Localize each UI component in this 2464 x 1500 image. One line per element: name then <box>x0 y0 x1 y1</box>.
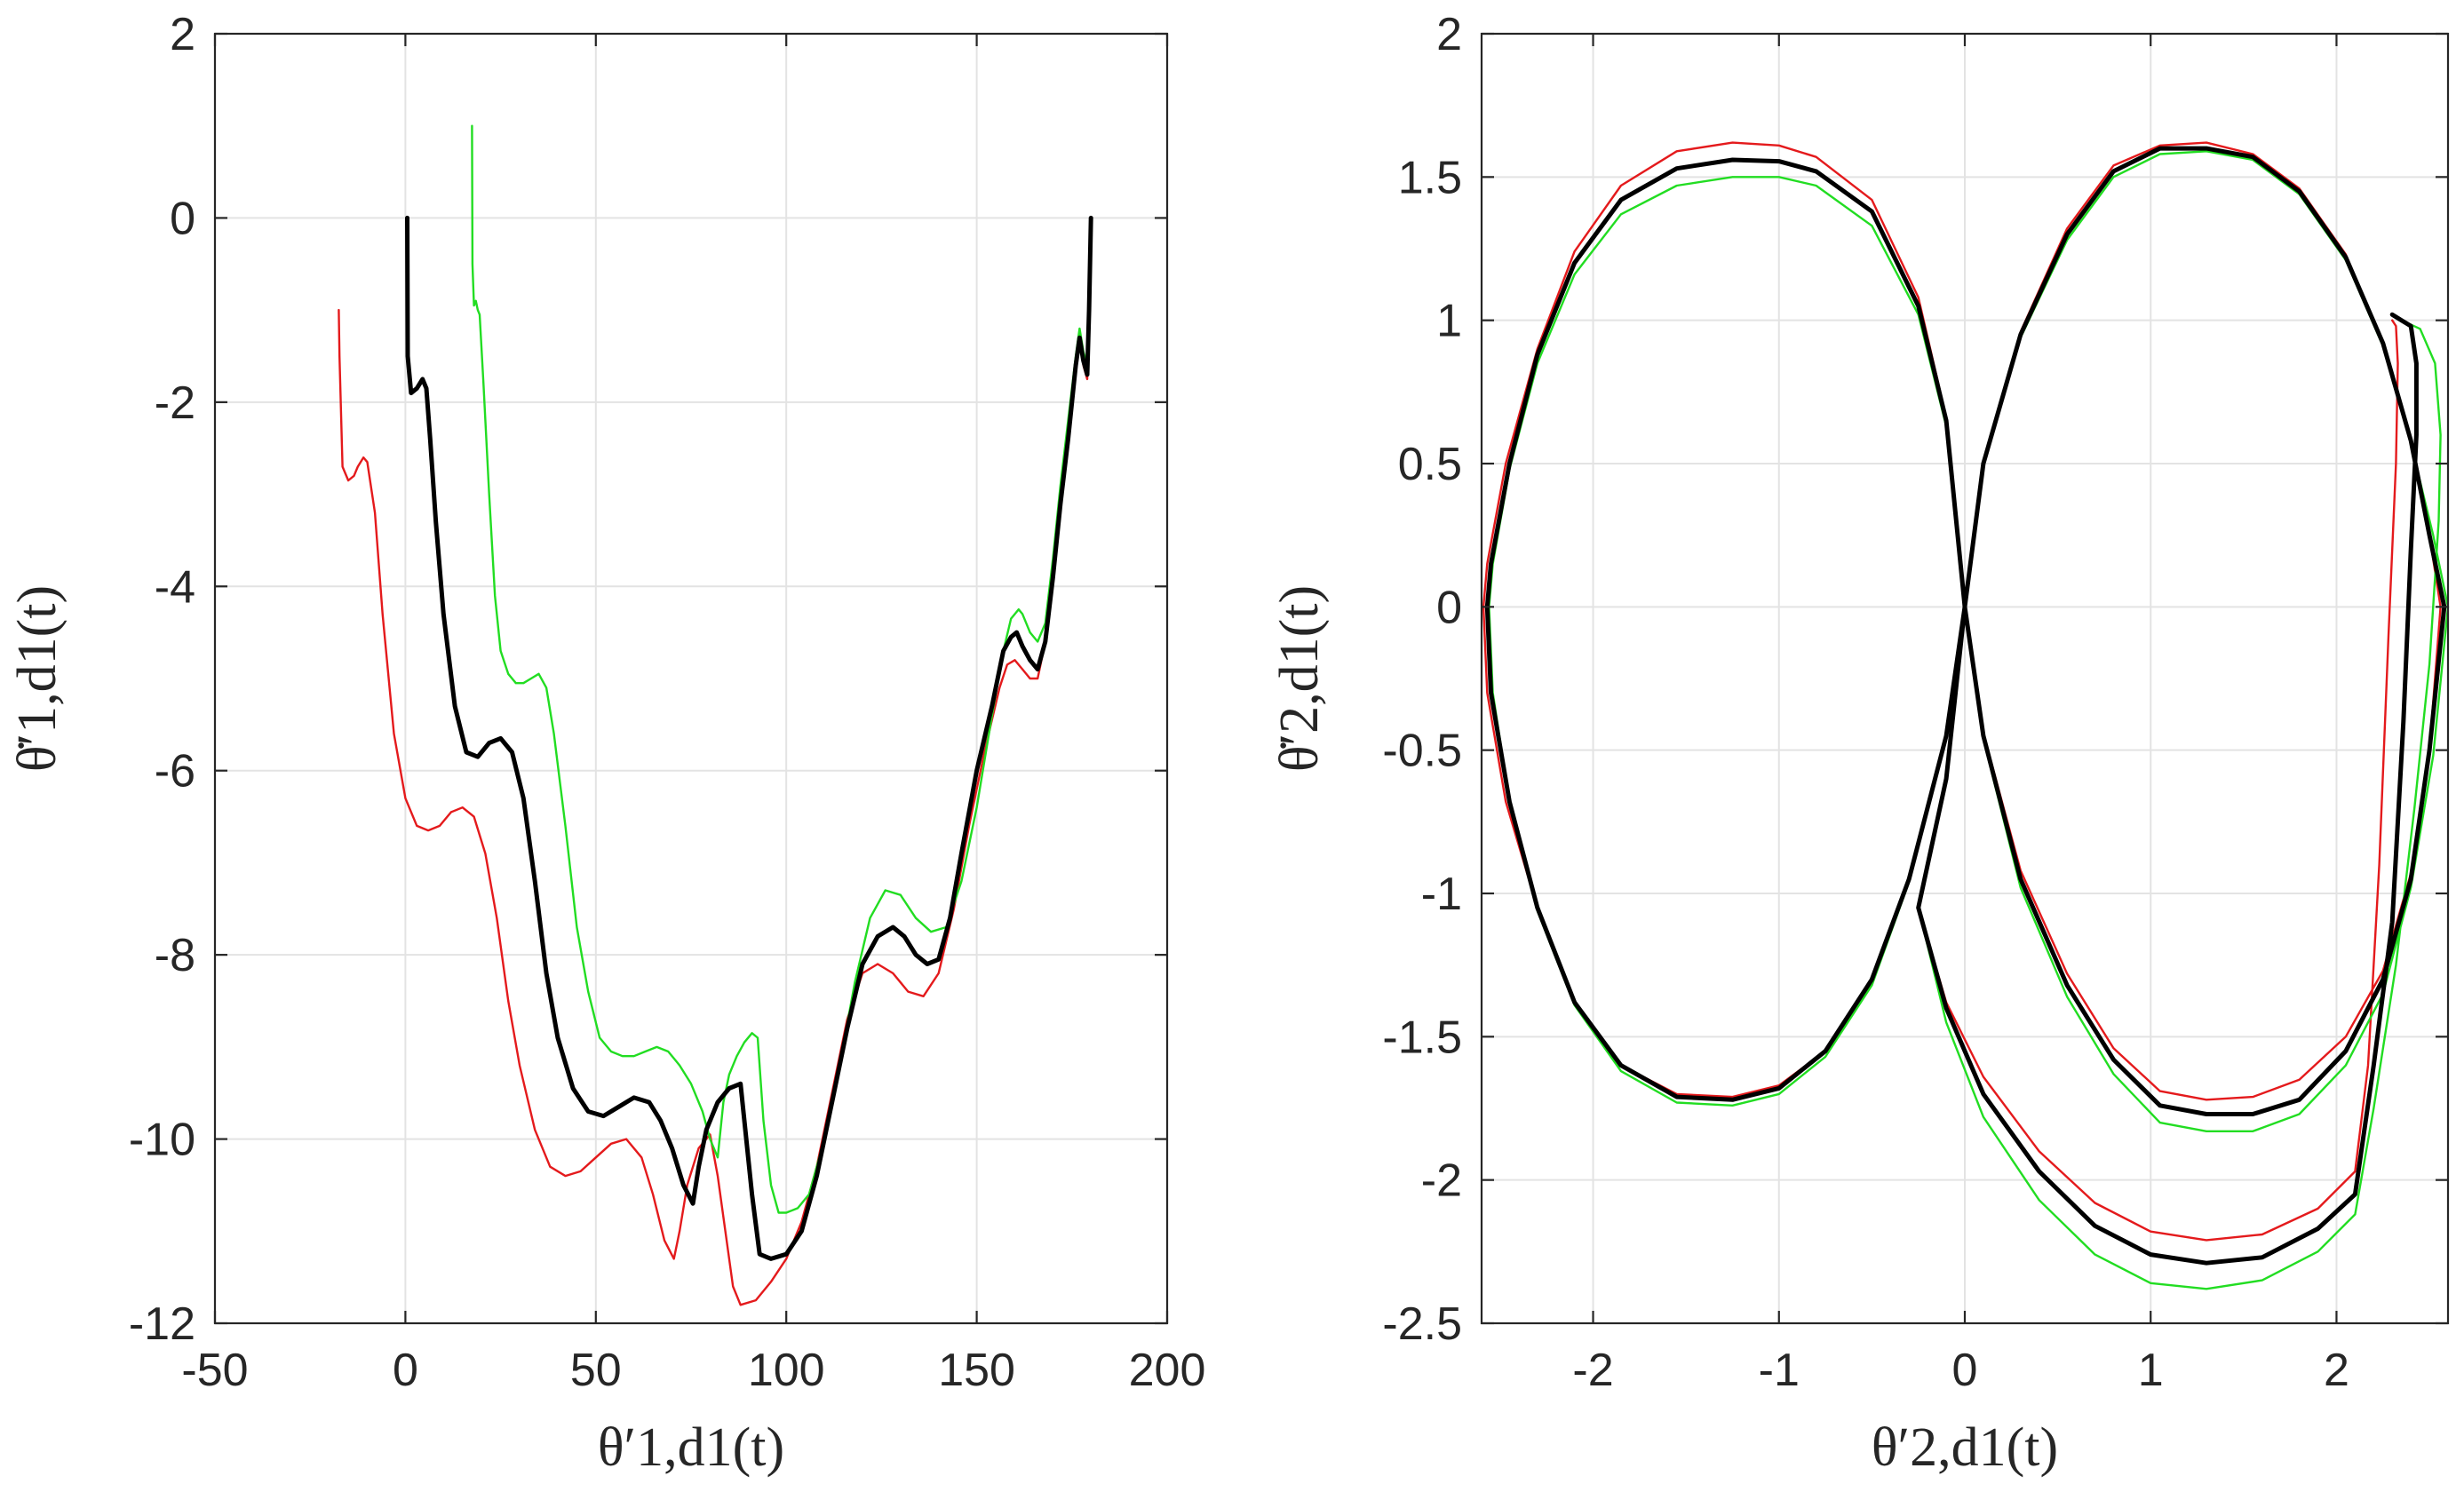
right-y-tick-label: 0.5 <box>1398 439 1462 490</box>
right-y-tick-label: -1.5 <box>1382 1012 1462 1063</box>
right-x-tick-label: -2 <box>1572 1345 1613 1396</box>
left-y-tick-label: 0 <box>170 193 195 244</box>
left-y-tick-label: -8 <box>155 930 195 981</box>
left-series-reference-line <box>405 215 1093 1261</box>
right-chart-panel: -2 -1 0 1 2 -2.5 -2 -1.5 -1 -0.5 0 0.5 1 1.5 2 θ′2,d1(… <box>1269 9 2450 1478</box>
left-series-upper-line <box>471 124 1093 1214</box>
left-x-tick-label: 150 <box>938 1345 1015 1396</box>
left-y-tick-label: -12 <box>129 1298 195 1350</box>
left-x-axis-label: θ′1,d1(t) <box>598 1417 784 1478</box>
right-x-axis-label: θ′2,d1(t) <box>1872 1417 2058 1478</box>
right-y-tick-label: -0.5 <box>1382 726 1462 777</box>
right-x-tick-label: 0 <box>1952 1345 1978 1396</box>
right-series-reference-line <box>1484 146 2447 1266</box>
right-y-axis-label: θ̇′2,d1(t) <box>1269 585 1330 772</box>
left-series-lower-line <box>338 217 1093 1306</box>
right-y-tick-label: -2 <box>1421 1155 1462 1207</box>
left-axes-frame <box>213 32 1169 1325</box>
left-y-tick-label: 2 <box>170 9 195 60</box>
right-x-tick-label: -1 <box>1759 1345 1800 1396</box>
right-series <box>1482 141 2450 1290</box>
right-y-tick-label: 1 <box>1436 296 1462 347</box>
left-x-tick-label: 100 <box>748 1345 825 1396</box>
left-chart-panel: -50 0 50 100 150 200 -12 -10 -8 -6 -4 -2 0 2 θ′1,d1(t… <box>7 9 1205 1478</box>
left-x-tick-label: 200 <box>1129 1345 1206 1396</box>
right-y-tick-label: 2 <box>1436 9 1462 60</box>
left-ticks: -50 0 50 100 150 200 -12 -10 -8 -6 -4 -2 0 2 <box>129 9 1206 1396</box>
left-y-tick-label: -2 <box>155 377 195 429</box>
right-y-tick-label: 1.5 <box>1398 152 1462 203</box>
left-x-tick-label: 0 <box>393 1345 418 1396</box>
left-x-tick-label: -50 <box>181 1345 248 1396</box>
left-y-tick-label: -4 <box>155 561 195 613</box>
left-series <box>338 124 1093 1306</box>
right-y-tick-label: -1 <box>1421 869 1462 920</box>
left-gridlines <box>214 33 1168 1324</box>
left-y-axis-label: θ̇′1,d1(t) <box>7 585 68 772</box>
right-y-tick-label: -2.5 <box>1382 1298 1462 1350</box>
right-y-tick-label: 0 <box>1436 582 1462 633</box>
right-x-tick-label: 1 <box>2138 1345 2164 1396</box>
right-ticks: -2 -1 0 1 2 -2.5 -2 -1.5 -1 -0.5 0 0.5 1 1.5 2 <box>1382 9 2448 1396</box>
left-y-tick-label: -10 <box>129 1115 195 1166</box>
left-y-tick-label: -6 <box>155 746 195 798</box>
right-x-tick-label: 2 <box>2324 1345 2349 1396</box>
left-x-tick-label: 50 <box>570 1345 622 1396</box>
